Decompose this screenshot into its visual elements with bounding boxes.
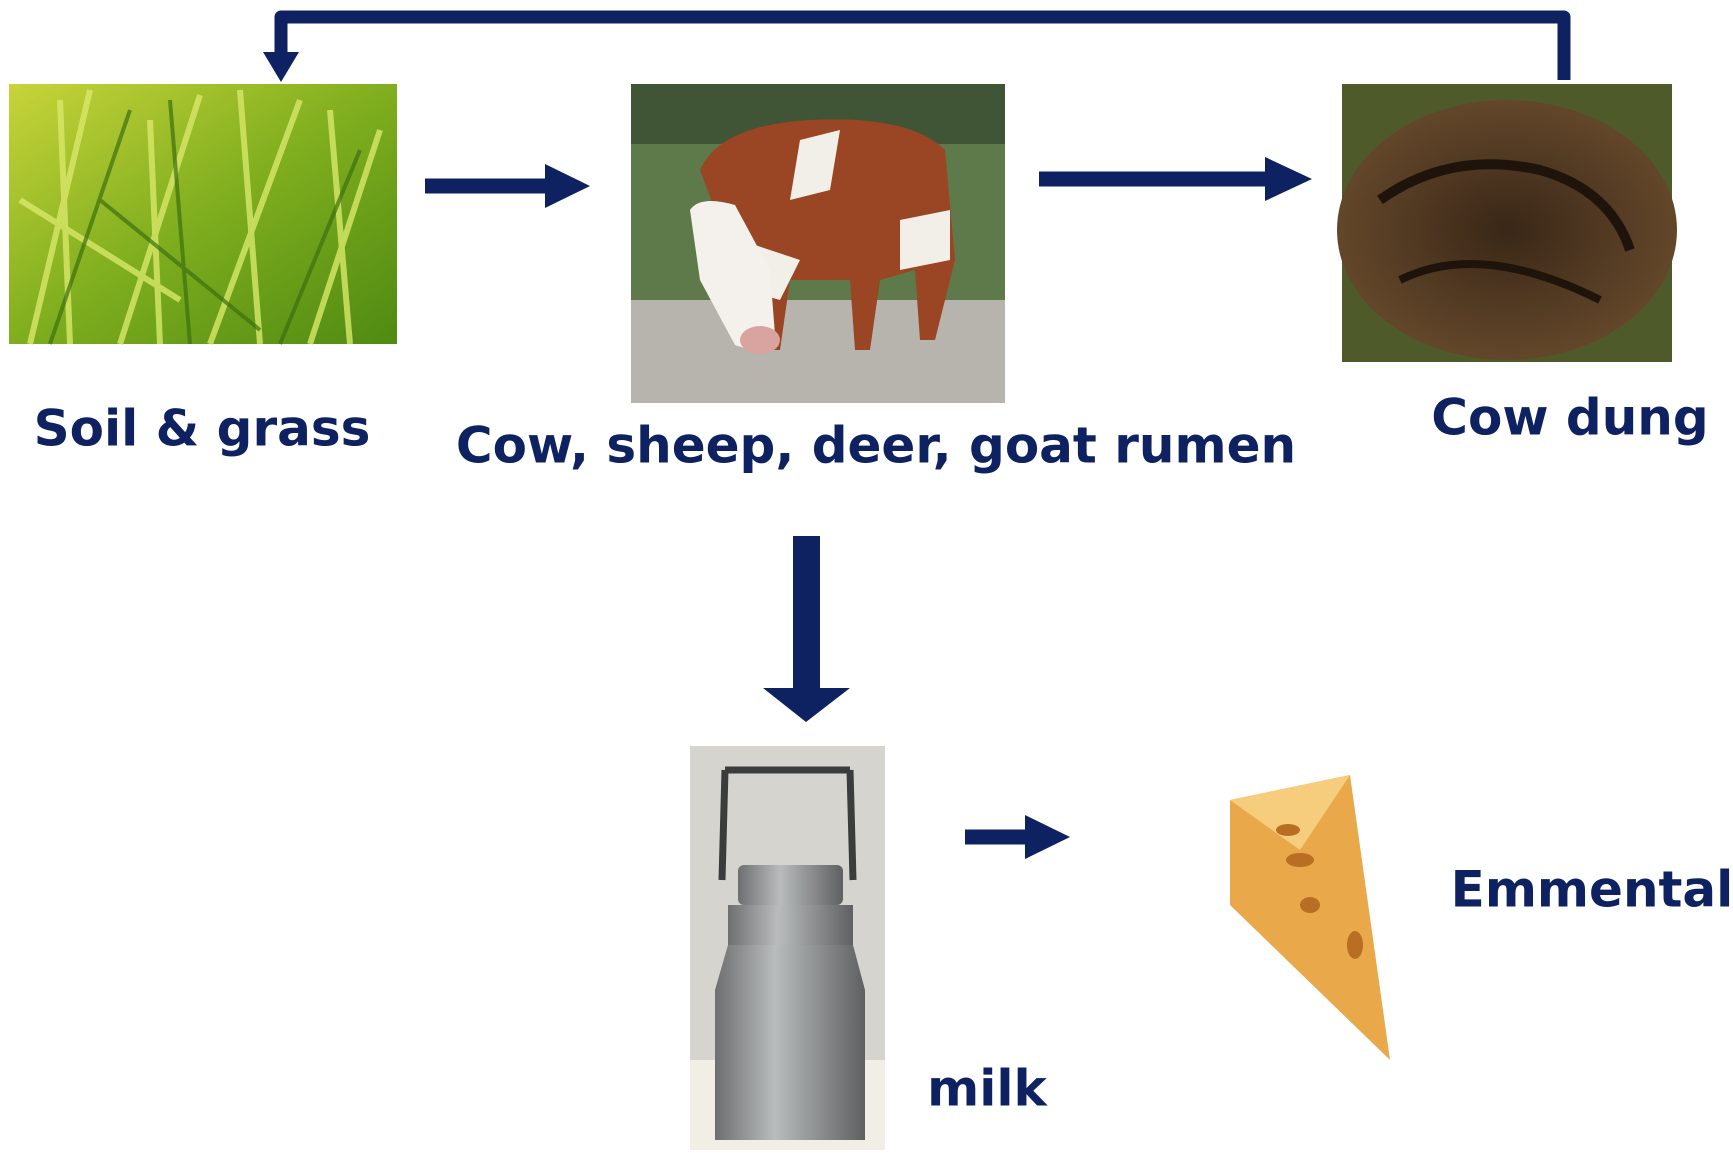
cow-image [631, 84, 1005, 403]
cheese-image [1230, 775, 1390, 1060]
node-label: Cow, sheep, deer, goat rumen [456, 417, 1296, 475]
node-label: Emmental [1451, 861, 1733, 919]
diagram: Soil & grass Cow, sheep, deer, goat rume… [0, 0, 1733, 1158]
dung-image [1337, 84, 1677, 362]
milk-can-image [690, 746, 885, 1150]
node-label: milk [927, 1060, 1048, 1118]
grass-image [9, 84, 397, 344]
node-label: Cow dung [1431, 389, 1708, 447]
node-label: Soil & grass [34, 400, 371, 458]
page: Soil & grass Cow, sheep, deer, goat rume… [0, 0, 1733, 1158]
